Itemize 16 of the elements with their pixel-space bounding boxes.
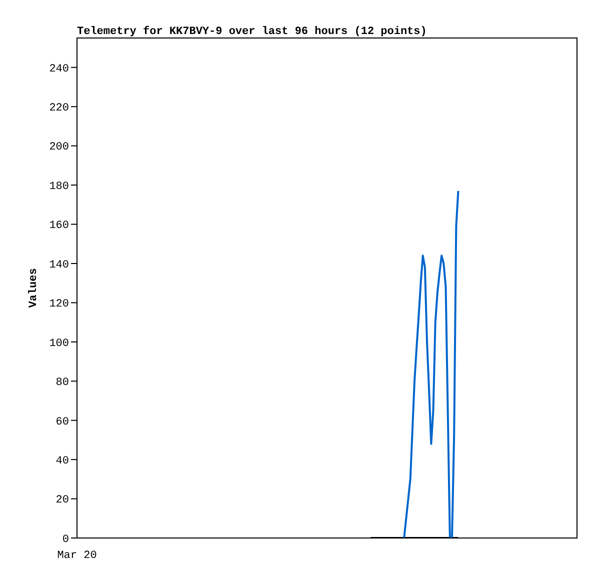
y-tick-label: 160 (49, 220, 69, 232)
y-tick-label: 80 (56, 377, 69, 390)
y-tick-label: 40 (56, 455, 69, 468)
y-tick-label: 180 (49, 180, 69, 193)
y-tick-label: 120 (49, 298, 69, 311)
text: Mar 20 (57, 550, 97, 562)
y-tick-label: 20 (56, 494, 69, 507)
y-tick-label: 200 (49, 142, 69, 154)
y-tick-label: 100 (49, 338, 69, 350)
chart-title: Telemetry for KK7BVY-9 over last 96 hours (12 points) (77, 25, 427, 38)
y-tick-label: 60 (56, 416, 69, 428)
y-tick-label: 0 (62, 534, 69, 546)
y-tick-label: 240 (49, 63, 69, 76)
y-tick-label: 220 (49, 102, 69, 115)
y-axis-title: Values (28, 268, 40, 308)
y-tick-label: 140 (49, 259, 69, 272)
